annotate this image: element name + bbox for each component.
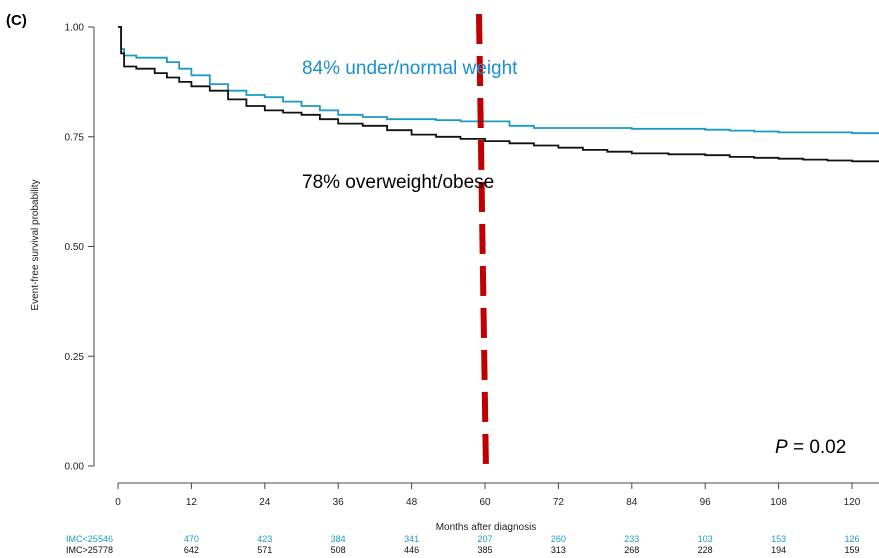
series-line-under-normal-weight — [118, 26, 879, 135]
risk-cell: 126 — [844, 534, 859, 544]
risk-row-label: IMC<25 — [66, 534, 98, 544]
x-tick-label: 24 — [259, 497, 271, 508]
p-value-label: P — [775, 437, 788, 458]
y-tick-label: 0.50 — [65, 242, 85, 253]
x-tick-label: 72 — [553, 497, 565, 508]
risk-cell: 642 — [184, 545, 199, 555]
risk-cell: 153 — [771, 534, 786, 544]
risk-cell: 778 — [98, 545, 113, 555]
annotation-under-normal-weight: 84% under/normal weight — [302, 58, 518, 79]
risk-cell: 546 — [98, 534, 113, 544]
x-tick-label: 60 — [479, 497, 491, 508]
risk-cell: 571 — [257, 545, 272, 555]
survival-curves — [118, 26, 879, 163]
x-tick-label: 120 — [844, 497, 861, 508]
x-tick-label: 84 — [626, 497, 638, 508]
risk-cell: 159 — [844, 545, 859, 555]
y-tick-label: 0.75 — [65, 132, 85, 143]
risk-table: IMC<25 546 470 423 384 341 207 260 233 103 153 126 I… — [66, 534, 860, 555]
risk-cell: 260 — [551, 534, 566, 544]
x-tick-label: 48 — [406, 497, 418, 508]
risk-cell: 423 — [257, 534, 272, 544]
risk-cell: 228 — [698, 545, 713, 555]
risk-cell: 194 — [771, 545, 786, 555]
y-tick-label: 1.00 — [65, 23, 85, 34]
risk-cell: 470 — [184, 534, 199, 544]
annotation-overweight-obese: 78% overweight/obese — [302, 172, 494, 193]
risk-cell: 446 — [404, 545, 419, 555]
risk-cell: 268 — [624, 545, 639, 555]
cutoff-line — [476, 13, 489, 473]
x-tick-label: 96 — [700, 497, 712, 508]
risk-cell: 313 — [551, 545, 566, 555]
x-axis: 0 12 24 36 48 60 72 84 96 108 120 — [115, 482, 879, 508]
series-line-overweight-obese — [118, 26, 879, 163]
risk-cell: 384 — [331, 534, 346, 544]
x-tick-label: 12 — [186, 497, 198, 508]
risk-cell: 103 — [698, 534, 713, 544]
x-tick-label: 108 — [770, 497, 787, 508]
risk-cell: 207 — [477, 534, 492, 544]
risk-cell: 508 — [331, 545, 346, 555]
p-value: = 0.02 — [788, 437, 847, 458]
x-tick-label: 0 — [115, 497, 121, 508]
y-tick-label: 0.25 — [65, 352, 85, 363]
y-axis-title: Event-free survival probability — [30, 179, 41, 310]
risk-cell: 233 — [624, 534, 639, 544]
p-value-annotation: P = 0.02 — [775, 437, 846, 458]
risk-cell: 385 — [477, 545, 492, 555]
x-axis-title: Months after diagnosis — [436, 522, 537, 533]
y-tick-label: 0.00 — [65, 462, 85, 473]
risk-cell: 341 — [404, 534, 419, 544]
risk-row-label: IMC>25 — [66, 545, 98, 555]
x-tick-label: 36 — [333, 497, 345, 508]
y-axis: 0.00 0.25 0.50 0.75 1.00 — [65, 23, 95, 473]
panel-label: (C) — [6, 12, 27, 29]
